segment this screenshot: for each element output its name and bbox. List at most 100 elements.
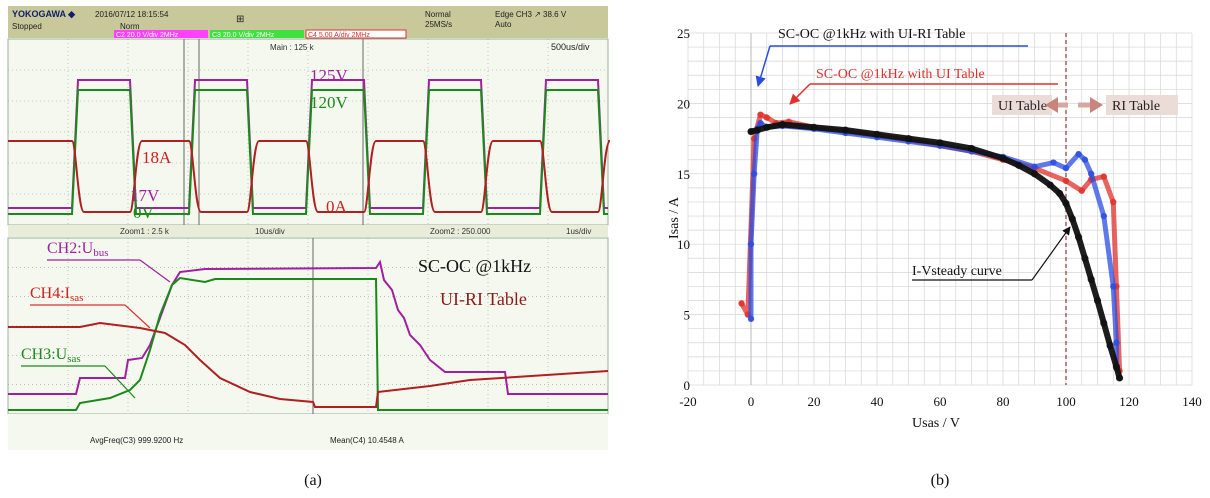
scope-status: Stopped — [12, 22, 42, 31]
ch3-scale-text: C3 20.0 V/div 2MHz — [212, 32, 275, 39]
y-tick-label: 10 — [677, 237, 690, 252]
data-point — [1106, 341, 1114, 350]
y-tick-label: 20 — [677, 96, 690, 111]
scope-datetime: 2016/07/12 18:15:54 — [95, 10, 169, 19]
y-tick-label: 0 — [684, 378, 691, 393]
data-point — [738, 300, 745, 307]
label-ch2: CH2:Ubus — [47, 240, 109, 259]
zoom-traces — [8, 238, 609, 414]
x-tick-label: 140 — [1182, 394, 1202, 409]
data-point — [753, 126, 761, 134]
data-point — [1075, 150, 1082, 158]
data-point — [778, 120, 787, 129]
x-tick-label: 40 — [871, 394, 884, 409]
x-tick-label: 100 — [1056, 394, 1076, 409]
data-point — [1115, 374, 1124, 382]
label-ch3: CH3:Usas — [21, 346, 81, 365]
series-2 — [738, 111, 1123, 375]
scope-mode: Normal — [425, 10, 451, 19]
zoom1-div: 10us/div — [255, 227, 285, 236]
scope-footer — [8, 414, 608, 450]
data-point — [1068, 215, 1076, 223]
x-tick-label: -20 — [679, 394, 696, 409]
ch2-scale-text: C2 20.0 V/div 2MHz — [116, 32, 179, 39]
zoom-strip — [8, 225, 608, 237]
caption-b: (b) — [931, 472, 950, 489]
data-point — [747, 241, 755, 248]
x-tick-label: 60 — [934, 394, 947, 409]
data-point — [1056, 189, 1064, 198]
y-tick-label: 5 — [684, 308, 691, 323]
ri-table-box — [1106, 95, 1178, 115]
scope-brand: YOKOGAWA ◆ — [12, 9, 76, 19]
caption-a: (a) — [304, 472, 322, 489]
boundary-arrow-icon — [1045, 97, 1103, 113]
zoom-ch4-trace — [8, 321, 609, 408]
data-point — [1030, 170, 1039, 178]
data-point — [1110, 198, 1117, 206]
timebase-top: 500us/div — [551, 42, 590, 52]
label-125v: 125V — [310, 66, 349, 85]
data-point — [1081, 254, 1089, 262]
data-point — [999, 154, 1007, 162]
series-line — [748, 121, 1123, 381]
ch3-pointer — [104, 365, 136, 399]
zoom-ch2-trace — [8, 259, 608, 395]
iv-series — [738, 111, 1124, 382]
data-point — [1113, 339, 1120, 346]
scope-coupling: Norm — [120, 22, 140, 31]
data-point — [1087, 275, 1095, 283]
data-point — [936, 139, 944, 147]
ui-table-box — [992, 95, 1052, 115]
data-point — [873, 130, 881, 138]
main-label: Main : 125 k — [270, 43, 315, 52]
scope-flag-icon: ⊞ — [236, 14, 244, 25]
ch4-scale-text: C4 5.00 A/div 2MHz — [308, 32, 370, 39]
y-tick-label: 25 — [677, 26, 690, 41]
data-point — [1075, 233, 1083, 241]
zoom2-label: Zoom2 : 250.000 — [430, 227, 491, 236]
data-point — [1110, 283, 1117, 290]
data-point — [904, 135, 913, 143]
label-pointers — [21, 259, 171, 399]
footer-avgfreq: AvgFreq(C3) 999.9200 Hz — [90, 436, 183, 445]
zoom2-div: 1us/div — [566, 227, 591, 236]
x-tick-label: 120 — [1119, 394, 1139, 409]
main-grid — [8, 39, 608, 225]
ch4-scale-chip — [305, 29, 407, 39]
data-point — [750, 170, 758, 177]
label-0v: 0V — [133, 203, 155, 222]
data-point — [1100, 173, 1107, 180]
main-traces — [8, 39, 611, 225]
ui-table-label: UI Table — [998, 99, 1047, 114]
data-point — [1100, 319, 1108, 327]
data-point — [1031, 163, 1038, 170]
data-point — [810, 123, 818, 131]
annotation-ui-ri-arrow — [755, 45, 771, 88]
data-point — [1062, 199, 1070, 207]
data-point — [1100, 212, 1107, 220]
ch2-pointer — [139, 259, 171, 283]
data-point — [1088, 170, 1095, 177]
y-tick-label: 15 — [677, 167, 690, 182]
label-ch4: CH4:Isas — [30, 285, 83, 304]
data-point — [1062, 164, 1070, 172]
data-point — [747, 127, 755, 136]
data-point — [1062, 177, 1070, 185]
series-1 — [747, 119, 1120, 372]
panel-b: -20 0 20 40 60 80 100 120 140 0 5 10 15 20 25 Usas / V… — [620, 0, 1210, 493]
ri-table-label: RI Table — [1112, 99, 1160, 114]
data-point — [1093, 296, 1102, 305]
data-point — [1081, 156, 1089, 163]
zoom1-label: Zoom1 : 2.5 k — [120, 227, 170, 236]
annotation-ui-ri: SC-OC @1kHz with UI-RI Table — [778, 27, 965, 42]
data-point — [967, 144, 976, 153]
data-point — [763, 114, 770, 121]
annotation-iv-arrow — [1031, 226, 1071, 281]
label-17v: 17V — [130, 186, 160, 205]
x-axis-label: Usas / V — [912, 416, 960, 431]
scope-trigger-mode: Auto — [495, 20, 512, 29]
label-0a: 0A — [326, 197, 348, 216]
data-point — [757, 119, 764, 127]
